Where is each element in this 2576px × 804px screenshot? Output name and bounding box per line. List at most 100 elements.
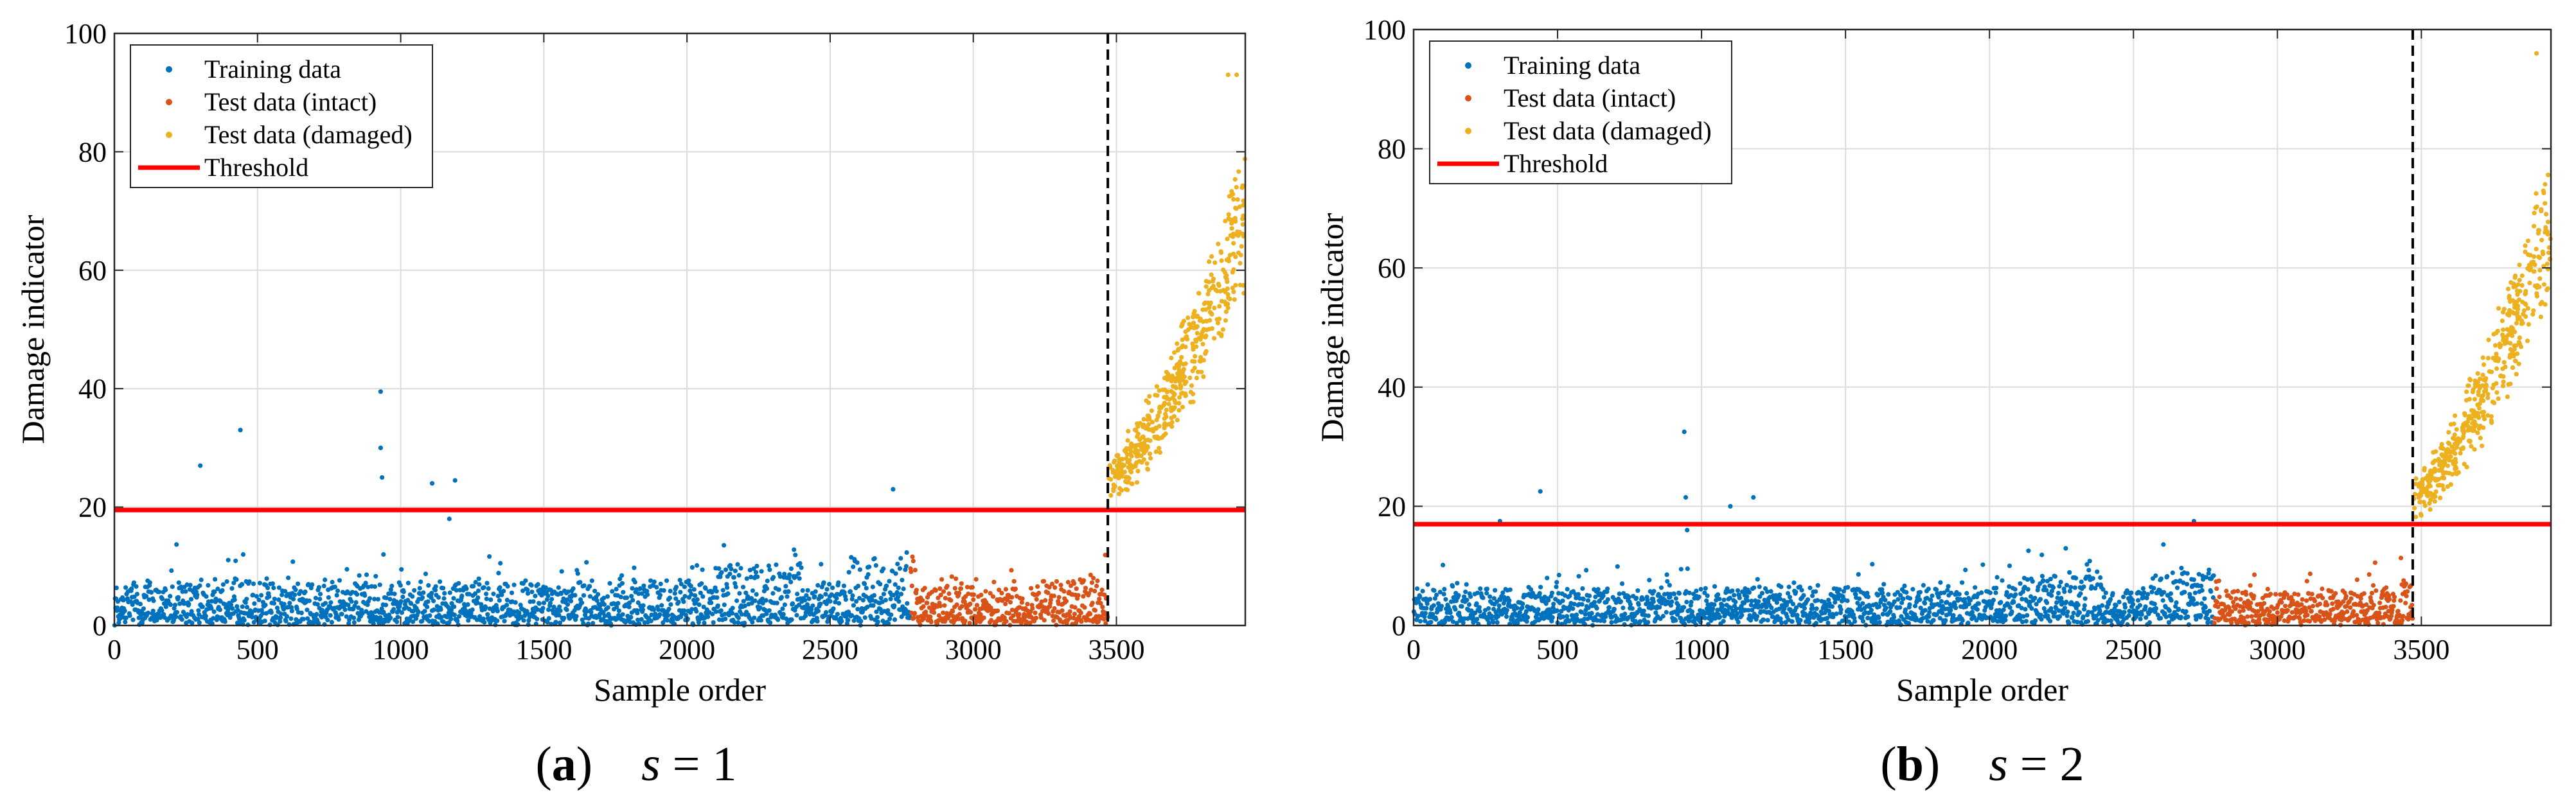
training-point: [703, 586, 708, 591]
damaged-point: [1204, 284, 1209, 289]
damaged-point: [1198, 354, 1204, 360]
intact-point: [1009, 595, 1015, 600]
training-point: [2081, 584, 2086, 590]
training-point: [1777, 592, 1782, 597]
panel-caption: (a) s = 1: [535, 737, 736, 791]
training-point: [296, 581, 301, 586]
training-point: [1457, 613, 1462, 618]
training-point: [581, 621, 586, 626]
damaged-point: [1157, 446, 1162, 451]
training-point: [175, 595, 181, 600]
training-point: [1852, 615, 1857, 621]
training-point: [827, 582, 832, 587]
damaged-point: [1175, 417, 1180, 423]
training-point: [1764, 589, 1770, 595]
intact-point: [2248, 583, 2253, 588]
training-point: [1957, 591, 1962, 597]
training-point: [1801, 593, 1806, 598]
training-point: [1880, 611, 1885, 617]
training-point: [735, 562, 740, 567]
training-point: [619, 573, 625, 578]
training-point: [372, 584, 378, 590]
training-point: [737, 591, 742, 596]
training-point: [875, 615, 880, 620]
training-point: [1601, 593, 1606, 599]
training-point: [2190, 597, 2196, 602]
training-point: [575, 571, 580, 576]
intact-point: [2241, 608, 2246, 613]
intact-point: [1074, 586, 1079, 591]
training-point: [658, 581, 663, 586]
training-point: [217, 607, 222, 613]
training-point: [1852, 619, 1858, 624]
intact-point: [1103, 621, 1108, 626]
training-point: [1757, 594, 1763, 599]
training-point: [2208, 589, 2214, 594]
training-point: [1975, 607, 1980, 612]
training-point: [815, 608, 821, 614]
training-point: [276, 597, 281, 602]
damaged-point: [1180, 321, 1185, 326]
intact-point: [999, 591, 1004, 596]
training-point: [803, 598, 808, 603]
training-point: [648, 578, 653, 583]
training-point: [257, 581, 262, 586]
training-point: [336, 617, 341, 622]
damaged-point: [1169, 415, 1174, 421]
training-point: [1749, 599, 1754, 604]
damaged-point: [2494, 366, 2500, 371]
training-point: [824, 601, 829, 606]
training-point: [2011, 600, 2016, 605]
training-point: [452, 613, 457, 618]
training-point: [1822, 610, 1827, 615]
intact-point: [2320, 586, 2325, 591]
training-point: [821, 580, 826, 585]
intact-point: [2309, 591, 2314, 597]
training-point: [1720, 603, 1725, 608]
training-point: [283, 589, 288, 594]
intact-point: [2297, 616, 2302, 621]
training-point: [901, 586, 906, 591]
training-point: [1976, 601, 1981, 606]
training-point: [751, 566, 756, 572]
damaged-point: [1146, 400, 1151, 405]
training-point: [869, 616, 874, 621]
intact-point: [1009, 607, 1015, 613]
training-point: [1987, 590, 1993, 595]
training-point: [339, 611, 344, 616]
training-point: [2112, 606, 2117, 611]
intact-point: [2351, 609, 2356, 614]
intact-point: [2312, 599, 2318, 604]
training-point: [870, 584, 875, 590]
damaged-point: [1141, 417, 1146, 422]
training-point: [2152, 602, 2157, 607]
training-point: [251, 581, 256, 586]
training-point: [2204, 575, 2209, 580]
training-point: [688, 588, 693, 593]
training-point: [2004, 590, 2009, 595]
training-point: [323, 600, 328, 606]
intact-point: [1027, 620, 1033, 625]
training-point: [123, 585, 129, 590]
training-point: [2198, 613, 2203, 618]
intact-point: [2307, 572, 2313, 577]
intact-point: [2212, 620, 2217, 625]
intact-point: [2391, 604, 2396, 609]
intact-point: [1102, 592, 1107, 597]
damaged-point: [1128, 462, 1133, 467]
intact-point: [2273, 591, 2278, 597]
training-point: [857, 595, 862, 601]
training-point: [481, 585, 486, 590]
damaged-point: [1133, 464, 1138, 469]
intact-point: [2410, 602, 2415, 607]
training-point: [157, 590, 162, 595]
training-point: [1565, 586, 1570, 592]
training-point: [1931, 618, 1936, 623]
training-point: [1750, 607, 1755, 613]
training-point: [2032, 595, 2038, 600]
training-point: [1685, 566, 1690, 572]
training-point: [1507, 587, 1513, 592]
training-point: [521, 618, 526, 623]
training-point: [2183, 609, 2189, 614]
damaged-point: [1169, 355, 1174, 361]
